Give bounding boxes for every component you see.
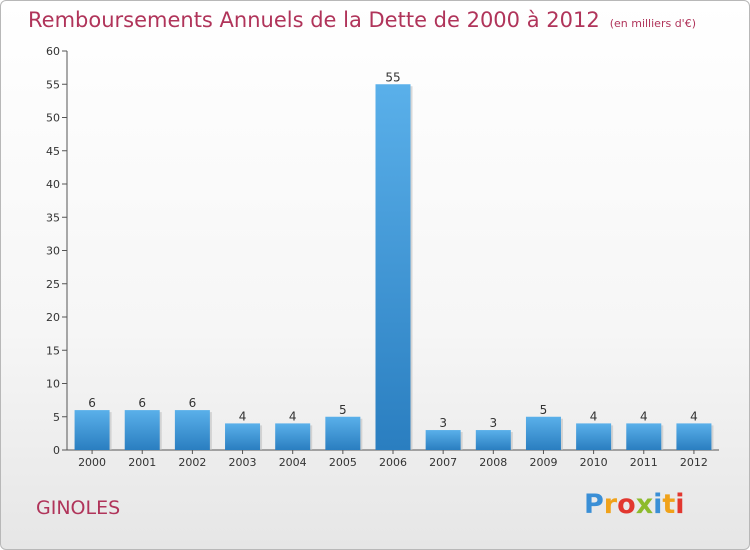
y-tick-label: 35: [46, 211, 60, 224]
x-tick-label: 2006: [379, 456, 407, 469]
unit-label: (en milliers d'€): [609, 17, 696, 30]
y-tick-label: 45: [46, 145, 60, 158]
bar: [425, 430, 461, 450]
bar: [576, 423, 612, 450]
y-tick-label: 5: [53, 411, 60, 424]
x-tick-label: 2004: [279, 456, 307, 469]
bar: [74, 410, 110, 450]
x-tick-label: 2002: [178, 456, 206, 469]
data-label: 3: [489, 416, 497, 430]
x-tick-label: 2001: [128, 456, 156, 469]
x-tick-label: 2003: [229, 456, 257, 469]
y-tick-label: 30: [46, 245, 60, 258]
bar: [275, 423, 311, 450]
bar: [325, 416, 361, 450]
bar: [174, 410, 210, 450]
data-label: 5: [339, 403, 347, 417]
data-label: 4: [690, 409, 698, 423]
y-tick-label: 40: [46, 178, 60, 191]
y-tick-label: 25: [46, 278, 60, 291]
bar: [225, 423, 261, 450]
bar: [124, 410, 160, 450]
data-label: 4: [239, 409, 247, 423]
y-tick-label: 0: [53, 444, 60, 457]
data-label: 6: [138, 396, 146, 410]
x-tick-label: 2008: [479, 456, 507, 469]
data-label: 5: [540, 403, 548, 417]
proxiti-logo: Proxiti: [584, 489, 685, 520]
place-name: GINOLES: [36, 497, 121, 519]
y-tick-label: 60: [46, 45, 60, 58]
bar: [626, 423, 662, 450]
bars: [74, 84, 714, 450]
y-tick-label: 20: [46, 311, 60, 324]
bar: [525, 416, 561, 450]
y-tick-label: 50: [46, 112, 60, 125]
x-tick-label: 2010: [580, 456, 608, 469]
bar: [375, 84, 411, 450]
chart-title: Remboursements Annuels de la Dette de 20…: [28, 8, 696, 32]
bar: [475, 430, 511, 450]
x-tick-label: 2009: [529, 456, 557, 469]
data-label: 4: [289, 409, 297, 423]
x-tick-label: 2007: [429, 456, 457, 469]
y-tick-label: 55: [46, 78, 60, 91]
data-label: 6: [88, 396, 96, 410]
y-tick-label: 15: [46, 344, 60, 357]
data-label: 6: [189, 396, 197, 410]
x-tick-label: 2005: [329, 456, 357, 469]
data-label: 55: [385, 70, 400, 84]
bar: [676, 423, 712, 450]
data-label: 4: [590, 409, 598, 423]
y-tick-label: 10: [46, 378, 60, 391]
data-label: 4: [640, 409, 648, 423]
x-tick-label: 2012: [680, 456, 708, 469]
chart-title-text: Remboursements Annuels de la Dette de 20…: [28, 8, 600, 32]
labels: 2000 6 2001 6 2002 6 2003 4 2004 4 2005 5 2006 55 2007…: [78, 70, 708, 469]
x-tick-label: 2011: [630, 456, 658, 469]
data-label: 3: [439, 416, 447, 430]
x-tick-label: 2000: [78, 456, 106, 469]
